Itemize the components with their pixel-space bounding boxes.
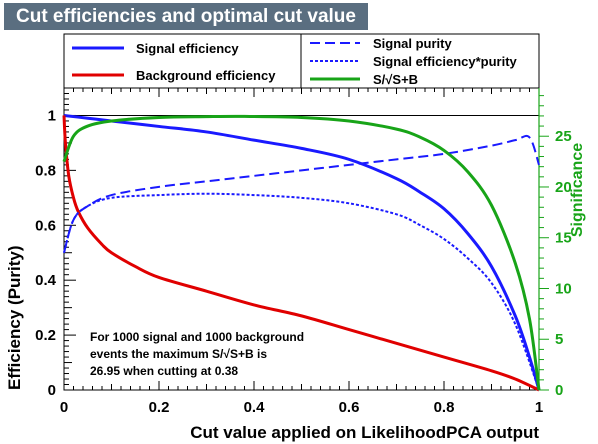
y2-tick-label: 25 [555, 128, 572, 145]
legend-label: Signal efficiency*purity [373, 54, 518, 69]
x-tick-label: 0.2 [149, 399, 170, 416]
y-tick-label: 0.8 [35, 162, 56, 179]
legend-label: Signal purity [373, 36, 453, 51]
x-tick-label: 0.8 [434, 399, 455, 416]
x-tick-label: 0.6 [339, 399, 360, 416]
legend-label: Signal efficiency [136, 41, 239, 56]
annotation-text: events the maximum S/√S+B is [90, 347, 267, 361]
y2-axis-title: Significance [569, 143, 586, 237]
y-tick-label: 0.4 [35, 272, 57, 289]
legend-label: S/√S+B [373, 72, 418, 87]
annotation-text: For 1000 signal and 1000 background [90, 330, 304, 344]
y2-tick-label: 5 [555, 331, 563, 348]
y-tick-label: 0.6 [35, 217, 56, 234]
plot-frame [64, 88, 539, 390]
y-axis-title: Efficiency (Purity) [5, 245, 24, 390]
y2-tick-label: 0 [555, 382, 563, 399]
y-tick-label: 1 [48, 107, 56, 124]
x-tick-label: 0 [60, 399, 68, 416]
legend-label: Background efficiency [136, 68, 276, 83]
y-tick-label: 0 [48, 382, 56, 399]
y2-tick-label: 10 [555, 280, 572, 297]
annotation-text: 26.95 when cutting at 0.38 [90, 364, 238, 378]
y-tick-label: 0.2 [35, 327, 56, 344]
x-axis-title: Cut value applied on LikelihoodPCA outpu… [190, 423, 539, 442]
x-tick-label: 0.4 [244, 399, 266, 416]
x-tick-label: 1 [535, 399, 543, 416]
